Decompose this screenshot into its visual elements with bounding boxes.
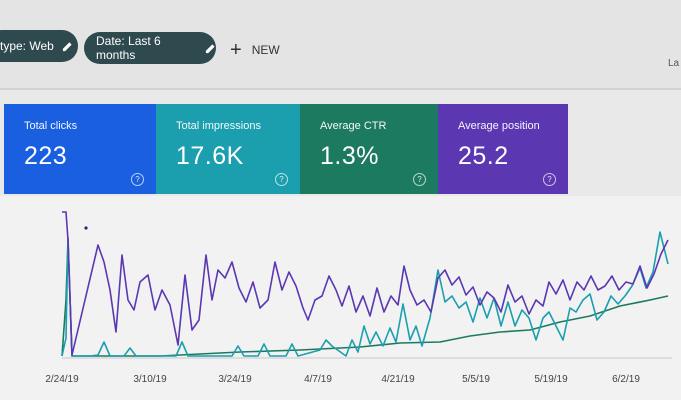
metric-value: 25.2 [458,142,509,170]
metric-label: Total clicks [24,120,78,132]
series-line-impressions [61,231,669,357]
edit-pencil-icon[interactable] [62,41,73,52]
cropped-corner-text: La [668,58,680,69]
date-filter-label: Date: Last 6 months [96,34,161,62]
help-icon[interactable]: ? [131,173,144,186]
performance-chart-area [0,196,681,400]
metric-label: Total impressions [176,120,261,132]
x-tick-label: 4/7/19 [304,374,332,385]
x-tick-label: 3/24/19 [218,374,252,385]
metric-label: Average CTR [320,120,387,132]
toolbar-divider [0,88,681,90]
x-tick-label: 4/21/19 [381,374,415,385]
date-filter-chip[interactable]: Date: Last 6 months [84,32,216,64]
new-button-label: NEW [251,43,280,57]
metric-value: 1.3% [320,142,379,170]
metric-value: 223 [24,142,68,170]
metric-card-total-clicks[interactable]: Total clicks 223 ? [4,104,156,194]
metric-card-total-impressions[interactable]: Total impressions 17.6K ? [156,104,300,194]
x-tick-label: 5/5/19 [462,374,490,385]
help-icon[interactable]: ? [275,173,288,186]
metric-label: Average position [458,120,540,132]
x-tick-label: 3/10/19 [133,374,167,385]
type-filter-chip[interactable]: type: Web [0,30,78,62]
x-tick-label: 2/24/19 [45,374,79,385]
data-point-marker [84,226,88,230]
help-icon[interactable]: ? [413,173,426,186]
series-line-position [62,211,669,356]
x-tick-label: 6/2/19 [612,374,640,385]
type-filter-label: type: Web [0,39,54,53]
help-icon[interactable]: ? [543,173,556,186]
x-tick-label: 5/19/19 [534,374,568,385]
edit-pencil-icon[interactable] [205,43,216,54]
new-filter-button[interactable]: + NEW [230,40,280,60]
metric-card-average-ctr[interactable]: Average CTR 1.3% ? [300,104,438,194]
filter-toolbar: type: Web Date: Last 6 months + NEW La [0,0,681,90]
metric-value: 17.6K [176,142,244,170]
plus-icon: + [230,39,242,61]
metric-card-average-position[interactable]: Average position 25.2 ? [438,104,568,194]
